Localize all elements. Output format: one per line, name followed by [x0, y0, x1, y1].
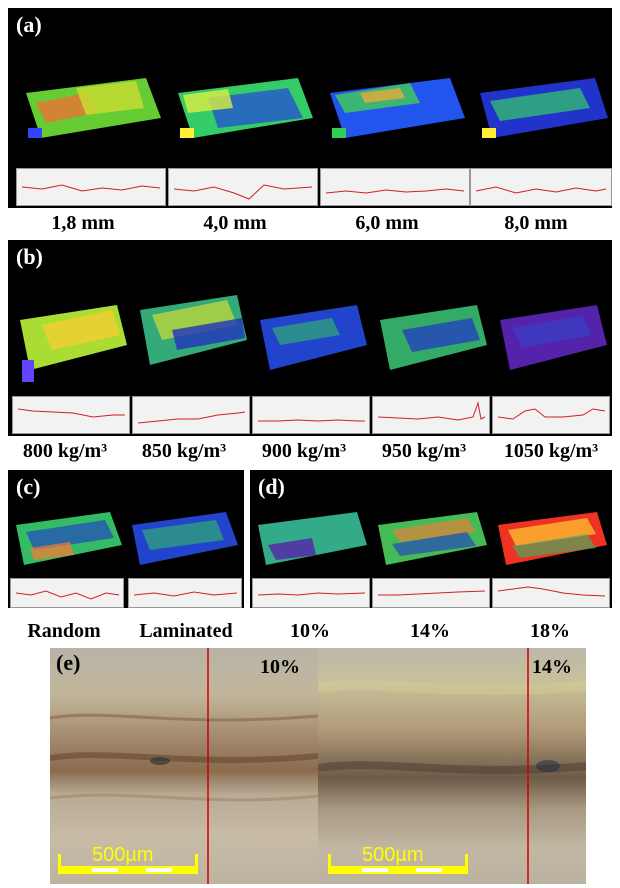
panel-b: (b): [8, 240, 612, 436]
caption-b1: 800 kg/m³: [22, 440, 108, 462]
caption-d1: 10%: [290, 620, 330, 642]
panel-b-label: (b): [16, 244, 43, 269]
micrograph-14-percent: 14% 500µm: [318, 648, 586, 884]
profile-plot-d2: [372, 578, 490, 608]
surface-map-d3: [498, 512, 607, 565]
profile-plot-b4: [372, 396, 490, 434]
scale-label-right: 500µm: [362, 844, 424, 866]
profile-plot-d1: [252, 578, 370, 608]
panel-c: (c): [8, 470, 244, 608]
caption-c2: Laminated: [139, 620, 233, 642]
surface-map-a4: [480, 78, 608, 138]
surface-map-a3: [330, 78, 465, 138]
panel-c-label: (c): [16, 474, 41, 499]
caption-b4: 950 kg/m³: [381, 440, 467, 462]
caption-d2: 14%: [410, 620, 450, 642]
profile-plot-b5: [492, 396, 610, 434]
profile-plot-a1: [16, 168, 166, 206]
surface-map-b2: [140, 295, 247, 365]
surface-map-d1: [258, 512, 367, 565]
surface-map-d2: [378, 512, 487, 565]
caption-b3: 900 kg/m³: [261, 440, 347, 462]
panel-e-label: (e): [56, 650, 81, 675]
surface-map-a2: [178, 78, 313, 138]
tag-14-percent: 14%: [532, 656, 572, 678]
caption-a1: 1,8 mm: [51, 212, 115, 234]
panel-d: (d): [250, 470, 612, 608]
caption-d3: 18%: [530, 620, 570, 642]
scale-label-left: 500µm: [92, 844, 154, 866]
micrograph-10-percent: (e) 10% 500µm: [50, 648, 318, 884]
profile-plot-d3: [492, 578, 610, 608]
tag-10-percent: 10%: [260, 656, 300, 678]
caption-b5: 1050 kg/m³: [503, 440, 599, 462]
caption-a3: 6,0 mm: [355, 212, 419, 234]
profile-plot-a2: [168, 168, 318, 206]
surface-map-c2: [132, 512, 238, 565]
surface-map-b3: [260, 305, 367, 370]
surface-map-b5: [500, 305, 607, 370]
caption-b2: 850 kg/m³: [141, 440, 227, 462]
profile-plot-b2: [132, 396, 250, 434]
surface-map-a1: [26, 78, 161, 138]
profile-plot-a3: [320, 168, 470, 206]
surface-map-b1: [20, 305, 127, 382]
panel-a: (a): [8, 8, 612, 208]
surface-map-b4: [380, 305, 487, 370]
profile-plot-b3: [252, 396, 370, 434]
panel-d-label: (d): [258, 474, 285, 499]
caption-a2: 4,0 mm: [203, 212, 267, 234]
surface-map-c1: [16, 512, 122, 565]
caption-a4: 8,0 mm: [504, 212, 568, 234]
profile-plot-b1: [12, 396, 130, 434]
caption-c1: Random: [27, 620, 101, 642]
profile-plot-c2: [128, 578, 242, 608]
profile-plot-c1: [10, 578, 124, 608]
profile-plot-a4: [470, 168, 612, 206]
panel-a-label: (a): [16, 12, 42, 37]
